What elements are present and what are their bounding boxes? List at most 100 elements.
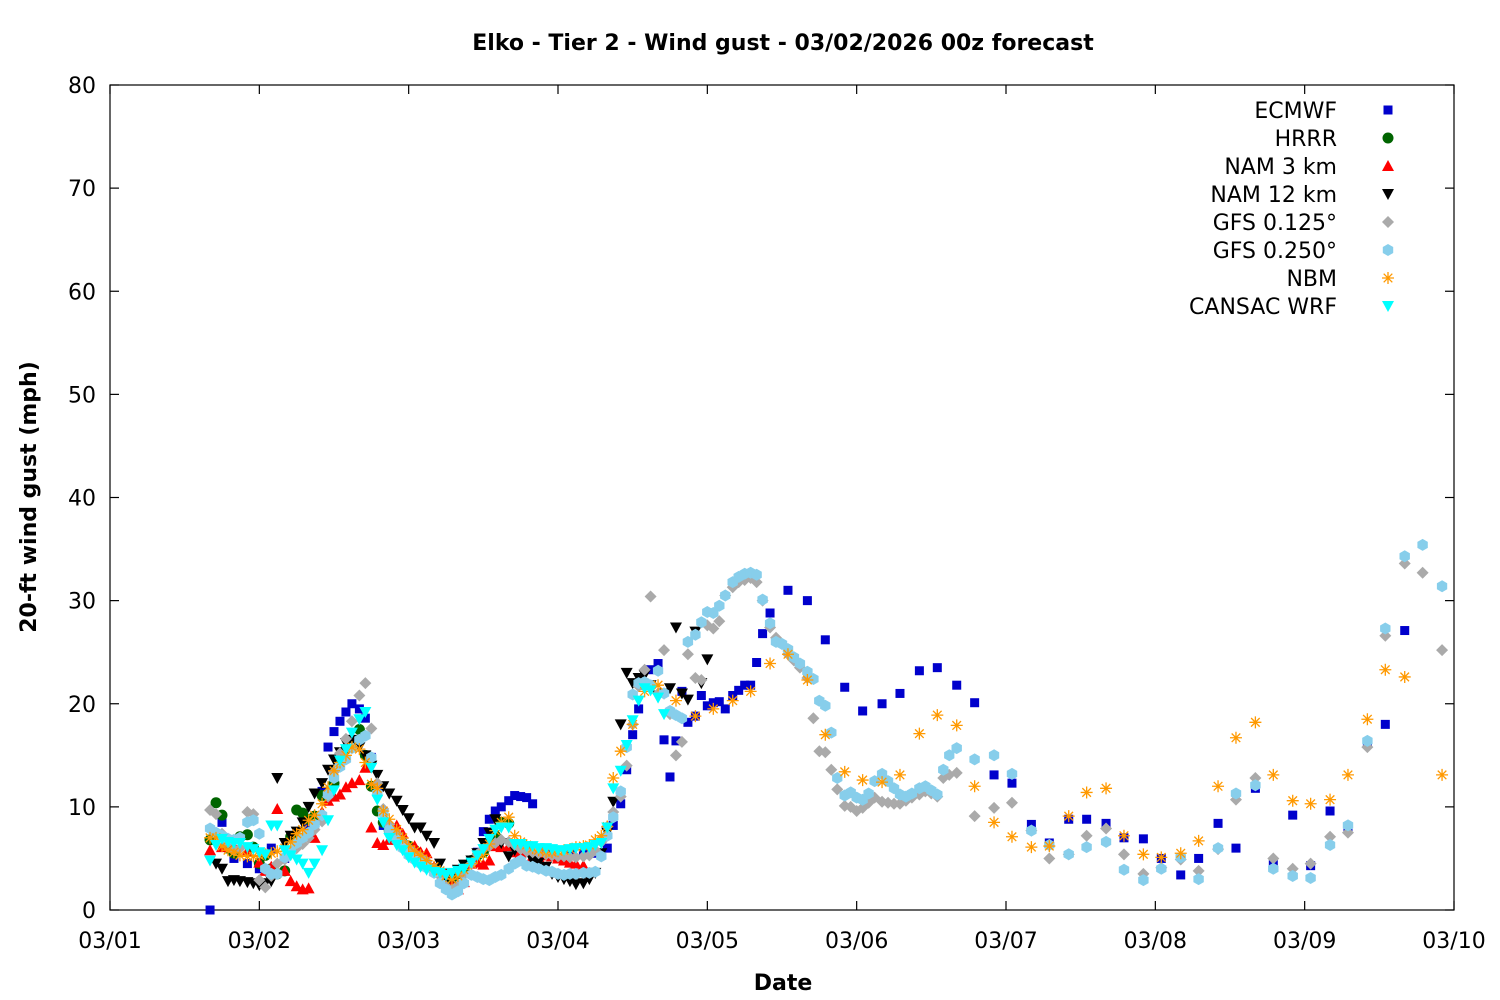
- data-point: [1063, 848, 1074, 861]
- data-point: [1436, 580, 1448, 593]
- data-point: [205, 905, 215, 915]
- data-point: [216, 863, 228, 875]
- data-point: [353, 714, 366, 726]
- legend-label: HRRR: [1275, 127, 1337, 152]
- data-point: [428, 860, 441, 873]
- data-point: [819, 728, 832, 741]
- data-point: [658, 709, 671, 721]
- data-point: [620, 740, 633, 751]
- data-point: [794, 657, 806, 670]
- data-point: [271, 845, 284, 858]
- data-point: [826, 726, 837, 739]
- data-point: [1155, 851, 1168, 864]
- data-point: [345, 777, 358, 789]
- data-point: [328, 764, 340, 777]
- data-point: [457, 863, 470, 875]
- data-point: [807, 712, 820, 725]
- data-point: [345, 741, 358, 754]
- x-tick-label: 03/03: [377, 929, 440, 954]
- data-point: [1398, 670, 1411, 683]
- data-point: [669, 622, 682, 634]
- data-point: [1399, 550, 1410, 563]
- data-point: [1324, 793, 1337, 806]
- data-point: [1229, 731, 1242, 744]
- data-point: [396, 845, 409, 857]
- data-point: [302, 867, 315, 879]
- data-point: [614, 719, 627, 731]
- data-point: [1268, 862, 1279, 875]
- x-tick-label: 03/02: [228, 929, 291, 954]
- data-point: [671, 736, 681, 746]
- legend-label: GFS 0.250°: [1213, 239, 1337, 264]
- data-point: [335, 716, 345, 726]
- data-point: [390, 823, 403, 836]
- data-point: [988, 749, 1000, 762]
- data-point: [1342, 819, 1354, 832]
- data-point: [569, 879, 582, 891]
- data-point: [322, 788, 334, 801]
- x-axis-label: Date: [754, 971, 813, 996]
- data-point: [801, 674, 814, 687]
- x-tick-label: 03/08: [1124, 929, 1187, 954]
- data-point: [683, 717, 693, 727]
- data-point: [354, 704, 364, 714]
- data-point: [1043, 840, 1056, 853]
- data-point: [708, 698, 718, 708]
- data-point: [296, 823, 309, 836]
- x-tick-label: 03/05: [676, 929, 739, 954]
- data-point: [328, 785, 340, 797]
- data-point: [734, 685, 744, 695]
- data-point: [590, 865, 601, 878]
- data-point: [1138, 874, 1149, 887]
- data-point: [819, 746, 832, 759]
- data-point: [802, 596, 812, 606]
- data-point: [1117, 848, 1130, 861]
- data-point: [1380, 622, 1391, 635]
- x-tick-label: 03/10: [1422, 929, 1485, 954]
- data-point: [607, 796, 620, 808]
- data-point: [595, 829, 608, 842]
- legend-label: CANSAC WRF: [1189, 295, 1337, 320]
- data-point: [681, 694, 694, 706]
- data-point: [508, 829, 521, 842]
- data-point: [1416, 566, 1429, 579]
- data-point: [308, 858, 321, 870]
- data-point: [359, 677, 372, 690]
- data-point: [669, 749, 682, 762]
- data-point: [402, 840, 415, 853]
- data-point: [465, 857, 478, 869]
- data-point: [682, 635, 694, 648]
- data-point: [607, 783, 620, 795]
- data-point: [969, 753, 980, 766]
- data-point: [1194, 853, 1204, 863]
- data-point: [502, 811, 515, 824]
- data-point: [445, 873, 458, 886]
- data-point: [652, 679, 665, 692]
- data-point: [858, 706, 868, 716]
- data-point: [204, 844, 217, 856]
- data-point: [204, 855, 217, 867]
- data-point: [341, 707, 351, 717]
- data-point: [371, 782, 384, 795]
- data-point: [384, 823, 395, 836]
- data-point: [589, 833, 602, 846]
- data-point: [247, 844, 260, 856]
- data-point: [1080, 786, 1093, 799]
- data-point: [1026, 824, 1037, 837]
- data-point: [383, 788, 396, 800]
- data-point: [615, 785, 626, 798]
- data-point: [681, 648, 694, 661]
- data-point: [825, 763, 838, 776]
- data-point: [951, 742, 962, 755]
- data-point: [296, 858, 309, 870]
- data-point: [877, 699, 887, 709]
- data-point: [308, 809, 321, 822]
- data-point: [377, 805, 390, 817]
- data-point: [322, 781, 335, 794]
- data-point: [764, 617, 776, 630]
- data-point: [259, 849, 272, 861]
- data-point: [652, 692, 665, 704]
- legend-label: GFS 0.125°: [1213, 211, 1337, 236]
- data-point: [608, 811, 619, 824]
